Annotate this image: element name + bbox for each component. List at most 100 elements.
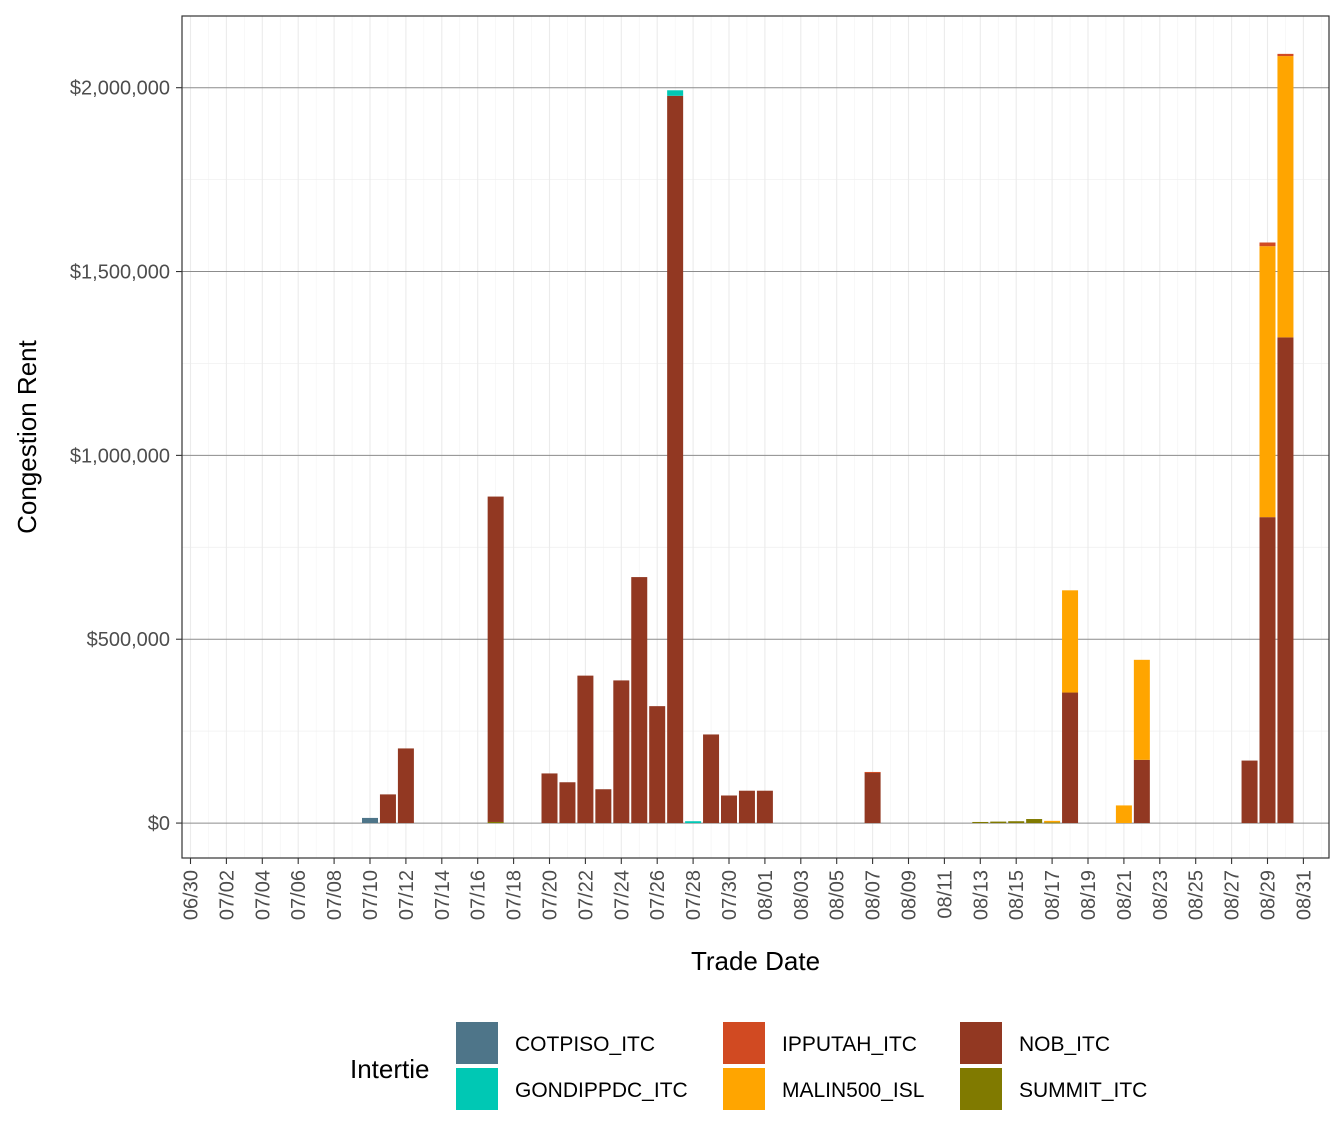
y-tick-label: $1,000,000 bbox=[70, 445, 170, 467]
bar-malin500-isl-08-18 bbox=[1062, 590, 1079, 693]
bar-nob-itc-08-18 bbox=[1062, 692, 1079, 824]
plot-area bbox=[181, 15, 1330, 859]
bar-nob-itc-08-28 bbox=[1241, 760, 1258, 824]
bar-summit-itc-08-13 bbox=[972, 821, 989, 824]
x-tick-label: 07/12 bbox=[396, 870, 418, 920]
y-tick-label: $1,500,000 bbox=[70, 262, 170, 284]
legend-label: SUMMIT_ITC bbox=[1019, 1079, 1147, 1102]
bar-ipputah-itc-08-29 bbox=[1259, 242, 1276, 247]
y-axis: $0 $500,000 $1,000,000 $1,500,000 $2,000,000 bbox=[70, 78, 182, 835]
x-axis: 06/30 07/02 07/04 07/06 07/08 07/10 07/12 07/14… bbox=[181, 858, 1315, 920]
legend-label: IPPUTAH_ITC bbox=[782, 1033, 917, 1056]
x-tick-label: 07/08 bbox=[324, 870, 346, 920]
legend-label: MALIN500_ISL bbox=[782, 1079, 924, 1102]
bar-summit-itc-08-16 bbox=[1026, 819, 1043, 824]
legend-key-nob-itc bbox=[960, 1022, 1002, 1064]
bar-nob-itc-07-20 bbox=[541, 773, 558, 824]
legend-key-malin500-isl bbox=[723, 1068, 765, 1110]
x-tick-label: 07/30 bbox=[719, 870, 741, 920]
x-tick-label: 08/09 bbox=[899, 870, 921, 920]
x-axis-title: Trade Date bbox=[691, 946, 820, 976]
legend-key-summit-itc bbox=[960, 1068, 1002, 1110]
legend-key-ipputah-itc bbox=[723, 1022, 765, 1064]
bar-nob-itc-07-21 bbox=[559, 782, 576, 824]
bar-nob-itc-08-30 bbox=[1277, 337, 1294, 824]
bar-nob-itc-08-07 bbox=[864, 772, 881, 824]
x-tick-label: 08/07 bbox=[863, 870, 885, 920]
x-tick-label: 07/26 bbox=[647, 870, 669, 920]
bar-nob-itc-08-01 bbox=[756, 790, 773, 824]
bar-nob-itc-07-30 bbox=[721, 795, 737, 824]
y-tick-label: $0 bbox=[148, 813, 170, 835]
x-tick-label: 08/25 bbox=[1186, 870, 1208, 920]
bar-cotpiso-itc-07-10 bbox=[362, 817, 378, 824]
bar-malin500-isl-08-30 bbox=[1277, 56, 1294, 338]
bar-nob-itc-07-17 bbox=[487, 496, 504, 822]
bar-nob-itc-07-27 bbox=[667, 95, 684, 824]
x-tick-label: 08/03 bbox=[791, 870, 813, 920]
x-tick-label: 08/15 bbox=[1006, 870, 1028, 920]
x-tick-label: 07/22 bbox=[575, 870, 597, 920]
bar-nob-itc-07-11 bbox=[379, 794, 396, 824]
bar-nob-itc-08-22 bbox=[1133, 759, 1150, 824]
x-tick-label: 06/30 bbox=[181, 870, 203, 920]
bar-summit-itc-08-15 bbox=[1008, 821, 1025, 824]
bar-nob-itc-07-24 bbox=[613, 680, 630, 824]
x-tick-label: 08/21 bbox=[1114, 870, 1136, 920]
x-tick-label: 08/19 bbox=[1078, 870, 1100, 920]
bar-gondippdc-itc-07-27 bbox=[667, 90, 684, 96]
y-tick-label: $2,000,000 bbox=[70, 78, 170, 100]
bar-ipputah-itc-08-30 bbox=[1277, 53, 1294, 57]
x-tick-label: 08/27 bbox=[1222, 870, 1244, 920]
x-tick-label: 08/11 bbox=[934, 870, 956, 919]
x-tick-label: 07/20 bbox=[540, 870, 562, 920]
bar-gondippdc-itc-07-28 bbox=[685, 821, 702, 824]
bar-summit-itc-08-14 bbox=[990, 821, 1007, 824]
bar-nob-itc-07-22 bbox=[577, 675, 594, 824]
bar-summit-itc-08-17 bbox=[1044, 822, 1061, 824]
bar-nob-itc-07-26 bbox=[649, 706, 666, 824]
x-tick-label: 07/18 bbox=[504, 870, 526, 920]
bar-nob-itc-07-25 bbox=[631, 577, 648, 824]
legend: Intertie COTPISO_ITC GONDIPPDC_ITC IPPUTAH… bbox=[350, 1022, 1147, 1110]
bars bbox=[362, 53, 1294, 824]
bar-malin500-isl-08-21 bbox=[1115, 805, 1132, 824]
x-tick-label: 07/24 bbox=[611, 870, 633, 920]
bar-summit-itc-07-17 bbox=[487, 821, 504, 824]
legend-label: COTPISO_ITC bbox=[515, 1033, 655, 1056]
minor-gridlines bbox=[182, 16, 1329, 858]
legend-key-cotpiso-itc bbox=[456, 1022, 498, 1064]
x-tick-label: 08/29 bbox=[1258, 870, 1280, 920]
legend-title: Intertie bbox=[350, 1054, 430, 1084]
bar-nob-itc-07-12 bbox=[397, 748, 414, 824]
bar-malin500-isl-08-29 bbox=[1259, 246, 1276, 518]
x-tick-label: 07/06 bbox=[288, 870, 310, 920]
bar-ipputah-itc-08-07 bbox=[864, 771, 881, 773]
major-gridlines bbox=[182, 16, 1329, 858]
legend-label: GONDIPPDC_ITC bbox=[515, 1079, 688, 1102]
y-tick-label: $500,000 bbox=[87, 629, 170, 651]
bar-nob-itc-07-29 bbox=[703, 734, 720, 824]
panel-background bbox=[182, 16, 1329, 858]
bar-nob-itc-07-23 bbox=[595, 789, 612, 824]
bar-nob-itc-07-31 bbox=[738, 790, 755, 824]
x-tick-label: 08/01 bbox=[755, 870, 777, 920]
bar-nob-itc-08-29 bbox=[1259, 517, 1276, 824]
x-tick-label: 07/10 bbox=[360, 870, 382, 920]
x-tick-label: 07/14 bbox=[432, 870, 454, 920]
x-tick-label: 08/23 bbox=[1150, 870, 1172, 920]
x-tick-label: 08/17 bbox=[1042, 870, 1064, 920]
x-tick-label: 07/04 bbox=[252, 870, 274, 920]
x-tick-label: 08/13 bbox=[970, 870, 992, 920]
x-tick-label: 08/31 bbox=[1293, 870, 1315, 920]
y-axis-title: Congestion Rent bbox=[12, 339, 42, 533]
x-tick-label: 07/16 bbox=[468, 870, 490, 920]
x-tick-label: 07/02 bbox=[216, 870, 238, 920]
bar-malin500-isl-08-17 bbox=[1044, 820, 1061, 823]
x-tick-label: 07/28 bbox=[683, 870, 705, 920]
legend-key-gondippdc-itc bbox=[456, 1068, 498, 1110]
x-tick-label: 08/05 bbox=[827, 870, 849, 920]
bar-malin500-isl-08-22 bbox=[1133, 659, 1150, 760]
legend-label: NOB_ITC bbox=[1019, 1033, 1110, 1056]
